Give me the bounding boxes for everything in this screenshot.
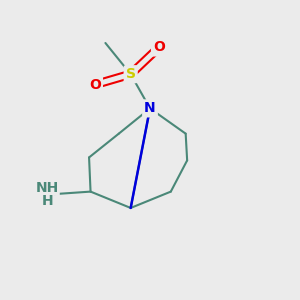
Text: O: O [153,40,165,55]
Text: N: N [144,101,156,116]
Text: O: O [89,78,101,92]
Text: S: S [126,67,136,81]
Text: H: H [42,194,53,208]
Text: NH: NH [36,181,59,195]
